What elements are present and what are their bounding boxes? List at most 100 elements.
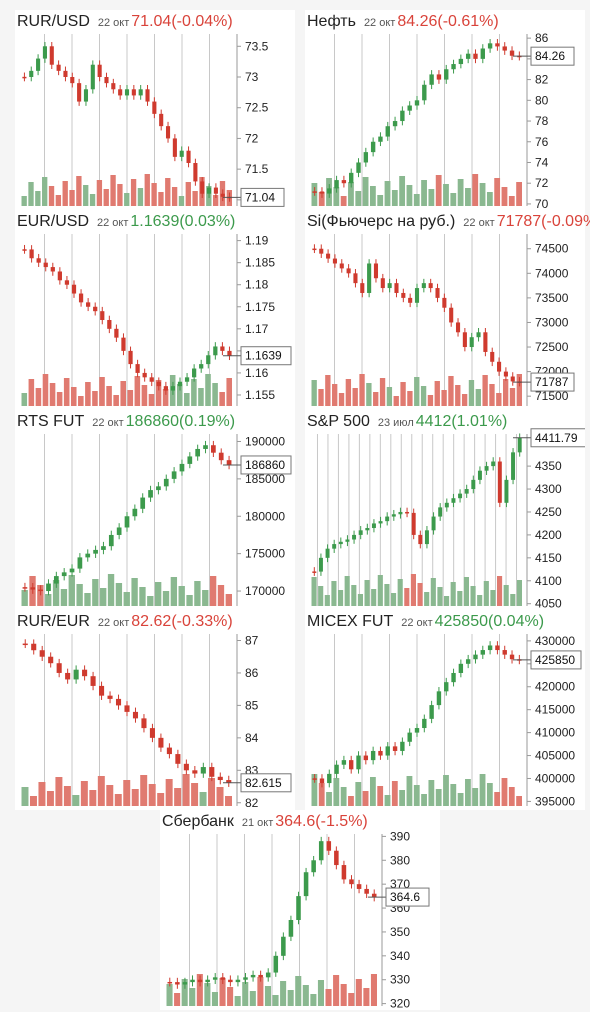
candle-body [93,306,98,312]
candle-body [152,101,157,114]
panel-sber[interactable]: Сбербанк 21 окт 364.6(-1.5%) 390 380 370 360 3… [160,810,440,1010]
volume-bar [483,581,489,606]
candle-body [97,64,102,77]
volume-bar [21,196,27,206]
volume-bar [60,589,68,606]
y-tick-label: 80 [535,93,549,107]
chart-svg[interactable]: 4350 4300 4250 4200 4150 4100 4050 4411.79 [305,410,585,610]
panel-rts[interactable]: RTS FUT 22 окт 186860(0.19%) 190000 185000 1… [15,410,295,610]
candle-body [363,755,369,761]
candle-body [358,530,363,535]
candle-body [179,463,185,472]
volume-bar [331,581,337,606]
candle-body [116,527,122,535]
panel-rureur[interactable]: RUR/EUR 22 окт 82.62(-0.33%) 87 86 85 84 83 82 8… [15,610,295,810]
candle-body [495,43,500,47]
candle-body [163,478,169,487]
panel-rurusd[interactable]: RUR/USD 22 окт 71.04(-0.04%) 73.5 73 72.5 72 7… [15,10,295,210]
volume-bar [424,592,430,606]
y-tick-label: 72 [245,131,259,145]
volume-bar [455,385,461,406]
volume-bar [386,387,393,406]
candle-body [312,778,317,780]
candle-body [227,350,232,356]
volume-bar [318,586,324,606]
y-tick-label: 410000 [535,726,575,740]
y-tick-label: 4300 [535,482,562,496]
volume-bar [475,389,481,406]
volume-bar [421,180,427,206]
chart-date: 22 окт [97,217,129,229]
candle-body [311,860,316,873]
candle-body [325,548,330,558]
volume-bar [413,785,420,806]
volume-bar [165,779,173,806]
candle-body [451,64,456,70]
last-price-label: 82.615 [245,776,282,790]
candle-body [184,377,190,382]
volume-bar [448,376,454,406]
candle-body [503,371,508,377]
chart-title: Нефть [307,13,356,30]
volume-bar [28,182,34,206]
volume-bar [384,584,390,606]
candle-body [428,283,433,289]
volume-bar [377,195,384,206]
candle-body [483,332,488,352]
chart-svg[interactable]: 86848280787674727084.26 [305,10,585,210]
candle-body [400,110,405,122]
candle-body [205,979,210,983]
volume-bar [78,396,84,406]
volume-bar [287,990,294,1006]
candle-body [22,249,27,251]
y-tick-label: 73500 [535,291,569,305]
volume-bar [340,196,347,206]
volume-bar [516,374,522,406]
candle-body [465,53,471,59]
candle-body [334,850,339,866]
volume-bar [249,991,256,1006]
volume-bar [377,575,383,606]
volume-bar [202,590,209,606]
volume-bar [318,192,325,206]
candle-body [356,162,361,173]
volume-bar [117,184,123,206]
y-tick-label: 4100 [535,574,562,588]
panel-eurusd[interactable]: EUR/USD 22 окт 1.1639(0.03%) 1.19 1.185 1.18… [15,210,295,410]
candle-body [69,568,75,573]
candle-body [218,452,224,461]
chart-svg[interactable]: 190000 185000 180000 175000 170000 186860 [15,410,295,610]
volume-bar [113,395,119,406]
last-price-label: 186860 [245,458,285,472]
y-tick-label: 170000 [245,584,285,598]
last-price-label: 1.1639 [245,349,282,363]
candle-body [213,187,218,194]
chart-svg[interactable]: 1.191.1851.181.1751.171.1651.161.1551.16… [15,210,295,410]
candle-body [78,293,84,303]
y-tick-label: 4050 [535,597,562,610]
y-tick-label: 70 [535,197,549,210]
volume-bar [479,183,486,206]
candle-body [93,549,98,554]
volume-bar [326,792,332,806]
chart-svg[interactable]: 4300004250004200004150004100004050004000… [305,610,585,810]
y-tick-label: 74000 [535,266,569,280]
volume-bar [502,379,509,406]
candle-body [226,460,232,465]
candle-body [77,83,82,102]
last-price-box [530,372,575,392]
candle-body [114,328,119,338]
candle-body [48,656,54,664]
y-tick-label: 1.17 [245,322,269,336]
candle-body [39,650,45,657]
candle-body [385,746,390,756]
panel-spx[interactable]: S&P 500 23 июл 4412(1.01%) 4350 4300 4250 420… [305,410,585,610]
volume-bar [340,984,347,1006]
